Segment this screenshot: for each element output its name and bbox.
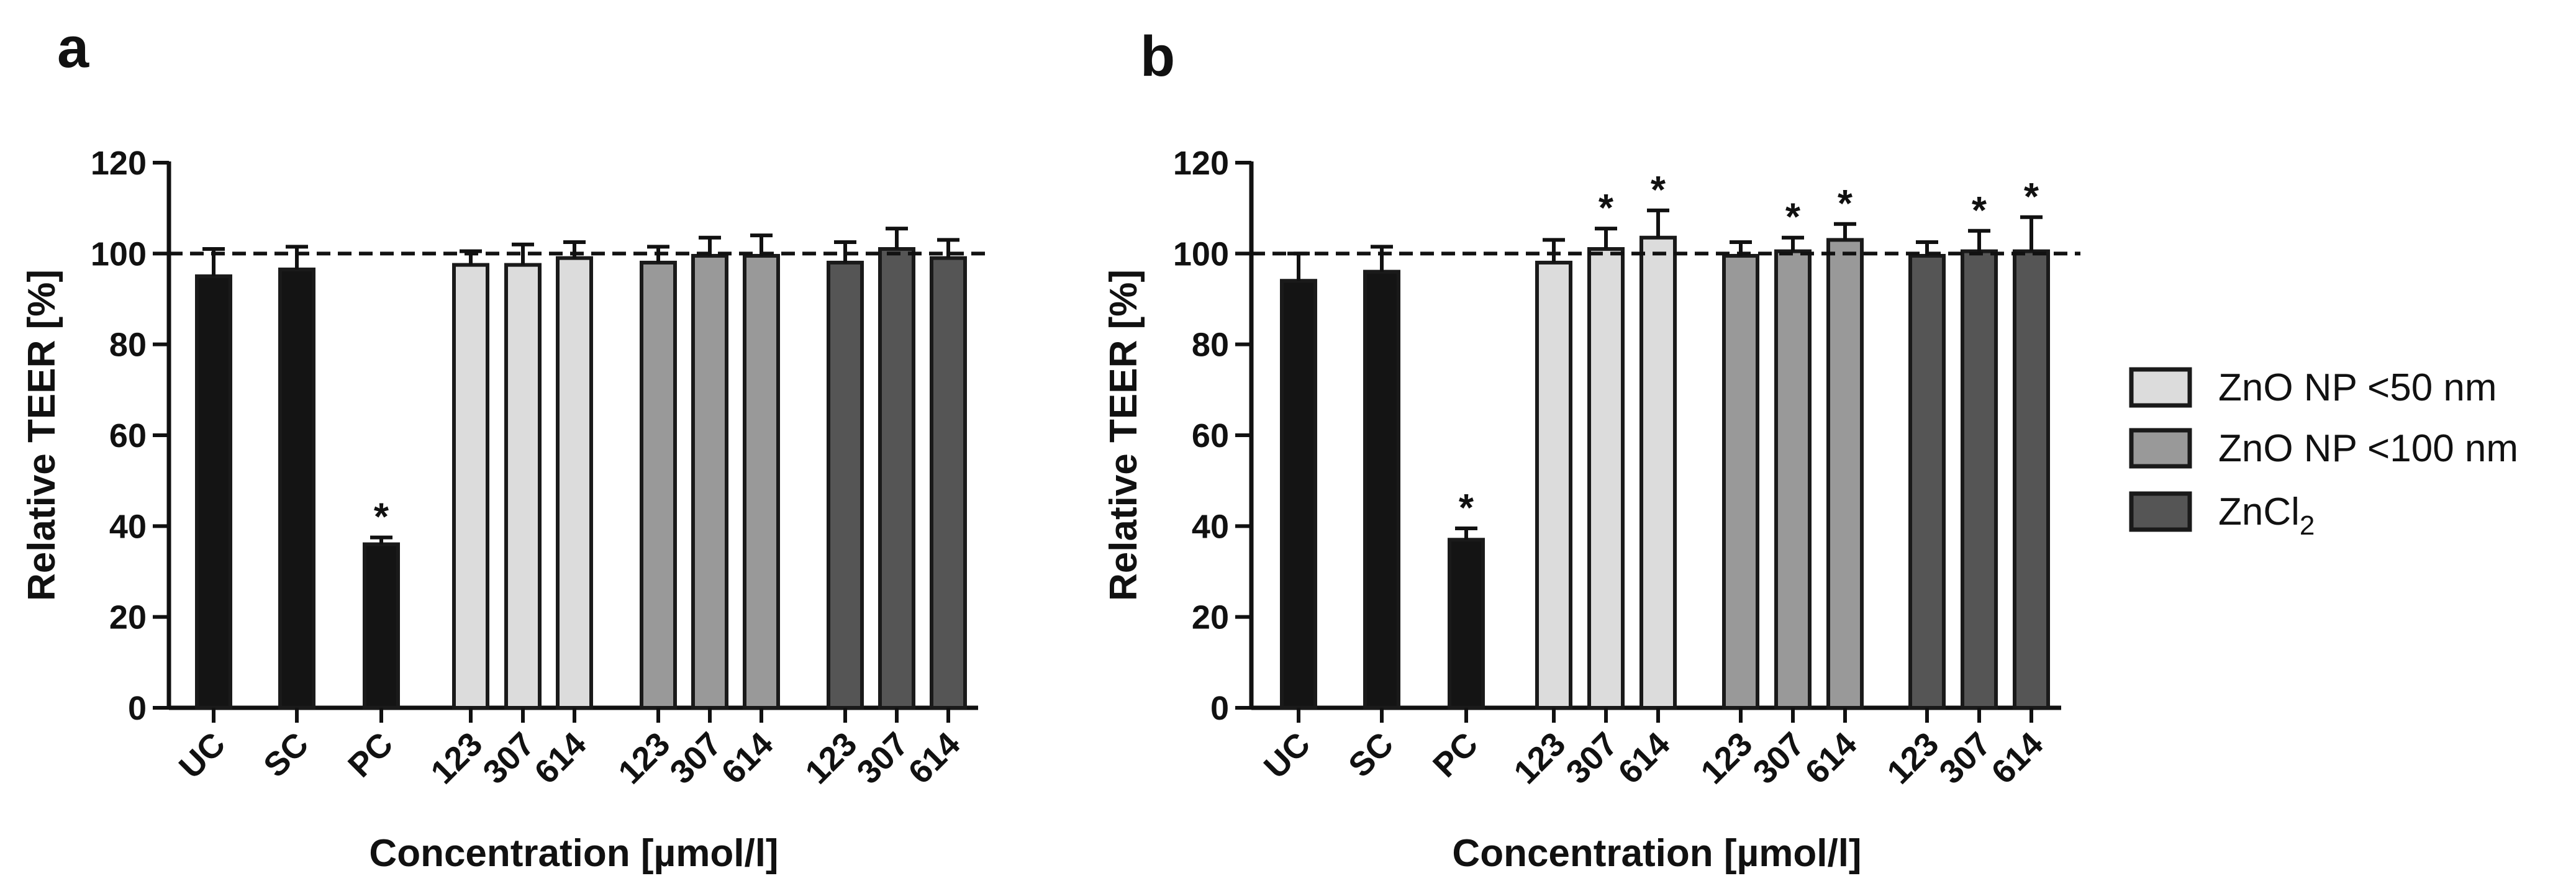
panel-a-category-label-9: 123 — [798, 725, 864, 791]
panel-b-bar-123-9 — [1908, 253, 1946, 710]
panel-b-category-label-5: 614 — [1611, 725, 1677, 791]
panel-a-category-label-4: 307 — [476, 725, 542, 791]
legend-label-0: ZnO NP <50 nm — [2218, 366, 2497, 409]
panel-a-bar-307-7 — [691, 253, 728, 710]
panel-a-category-label-2: PC — [341, 725, 400, 784]
panel-b-bar-UC-0 — [1280, 279, 1317, 710]
panel-a-y-tick-label: 60 — [109, 417, 147, 454]
panel-b-category-label-11: 614 — [1984, 725, 2050, 791]
legend-label-1: ZnO NP <100 nm — [2218, 427, 2518, 470]
panel-b-category-label-8: 614 — [1798, 725, 1864, 791]
panel-b-bar-614-5 — [1639, 235, 1677, 710]
panel-a-bar-PC-2 — [363, 542, 400, 710]
panel-b-significance-star-11: * — [2024, 176, 2039, 219]
panel-b-category-label-3: 123 — [1507, 725, 1572, 791]
panel-a-y-tick-label: 20 — [109, 599, 147, 636]
panel-b-category-label-4: 307 — [1559, 725, 1625, 791]
panel-b-category-label-7: 307 — [1746, 725, 1812, 791]
panel-b-bar-307-7 — [1774, 249, 1812, 710]
panel-a-category-label-7: 307 — [663, 725, 728, 791]
panel-a-y-axis-title: Relative TEER [%] — [20, 269, 63, 601]
panel-a-chart: 0 20 40 60 80 100 120 Relative TEER [%] UC SC PC * 1… — [20, 145, 987, 875]
legend: ZnO NP <50 nm ZnO NP <100 nm ZnCl2 — [2129, 366, 2518, 541]
panel-b-y-tick-label: 80 — [1192, 327, 1229, 364]
legend-swatch-0 — [2129, 367, 2192, 408]
legend-label-subscript: 2 — [2300, 510, 2315, 541]
panel-a-bar-123-3 — [452, 263, 489, 710]
panel-a-y-tick-label: 40 — [109, 508, 147, 545]
panel-a-bar-SC-1 — [278, 267, 315, 710]
panel-a-bar-614-8 — [743, 253, 780, 710]
panel-b-significance-star-2: * — [1459, 487, 1474, 530]
panel-b-y-tick-label: 100 — [1173, 235, 1229, 273]
panel-b-bar-307-10 — [1961, 249, 1998, 710]
panel-a-y-tick-label: 100 — [91, 235, 147, 273]
panel-a-bar-307-10 — [878, 247, 915, 710]
legend-swatch-2 — [2129, 491, 2192, 532]
panel-a-category-label-8: 614 — [714, 725, 780, 791]
panel-b-significance-star-7: * — [1785, 196, 1801, 239]
panel-b-bar-614-11 — [2013, 249, 2050, 710]
legend-swatch-1 — [2129, 428, 2192, 469]
panel-b-x-axis-title: Concentration [µmol/l] — [1452, 832, 1861, 875]
panel-a-bar-307-4 — [504, 263, 542, 710]
panel-b-category-label-9: 123 — [1880, 725, 1946, 791]
panel-a-category-label-3: 123 — [424, 725, 489, 791]
panel-b-bar-PC-2 — [1448, 538, 1485, 710]
panel-b-y-tick-label: 0 — [1210, 690, 1229, 727]
panel-a-bar-123-9 — [827, 260, 864, 710]
panel-a-category-label-5: 614 — [527, 725, 593, 791]
panel-a-category-label-0: UC — [172, 725, 233, 786]
panel-b-category-label-6: 123 — [1694, 725, 1759, 791]
panel-b-y-tick-label: 20 — [1192, 599, 1229, 636]
panel-a-bar-UC-0 — [195, 274, 232, 710]
panel-b-bar-SC-1 — [1363, 269, 1400, 710]
panel-b-y-tick-label: 60 — [1192, 417, 1229, 454]
panel-a-x-axis-title: Concentration [µmol/l] — [369, 832, 778, 875]
panel-a-bar-614-5 — [556, 256, 593, 710]
panel-a-category-label-6: 123 — [611, 725, 677, 791]
panel-a-y-tick-label: 80 — [109, 327, 147, 364]
panel-b-y-axis-title: Relative TEER [%] — [1102, 269, 1145, 601]
panel-b-bar-614-8 — [1826, 238, 1864, 710]
panel-b-significance-star-4: * — [1599, 187, 1614, 230]
panel-a-category-label-11: 614 — [901, 725, 967, 791]
panel-a-significance-star-2: * — [374, 496, 389, 539]
panel-b-bar-123-3 — [1535, 260, 1572, 710]
panel-b-significance-star-8: * — [1838, 183, 1853, 225]
panel-a-y-tick-label: 0 — [128, 690, 147, 727]
panel-b-bar-307-4 — [1587, 247, 1625, 710]
panel-a-y-tick-label: 120 — [91, 145, 147, 182]
panel-b-category-label-0: UC — [1257, 725, 1318, 786]
panel-b-y-tick-label: 40 — [1192, 508, 1229, 545]
panel-b-category-label-1: SC — [1341, 725, 1400, 784]
panel-b-y-tick-label: 120 — [1173, 145, 1229, 182]
legend-label-2: ZnCl2 — [2218, 490, 2315, 541]
panel-a-category-label-10: 307 — [850, 725, 915, 791]
panel-b-significance-star-5: * — [1651, 169, 1666, 212]
panel-b-chart: 0 20 40 60 80 100 120 Relative TEER [%] UC SC PC * 1… — [1102, 145, 2080, 875]
panel-a-bar-614-11 — [930, 256, 967, 710]
panel-letter-b: b — [1140, 25, 1175, 88]
panel-b-category-label-10: 307 — [1932, 725, 1998, 791]
panel-b-significance-star-10: * — [1972, 189, 1987, 232]
panel-letter-a: a — [57, 16, 89, 79]
panel-a-category-label-1: SC — [256, 725, 315, 784]
panel-a-bar-123-6 — [640, 260, 677, 710]
panel-b-bar-123-6 — [1722, 253, 1759, 710]
panel-b-category-label-2: PC — [1426, 725, 1485, 784]
